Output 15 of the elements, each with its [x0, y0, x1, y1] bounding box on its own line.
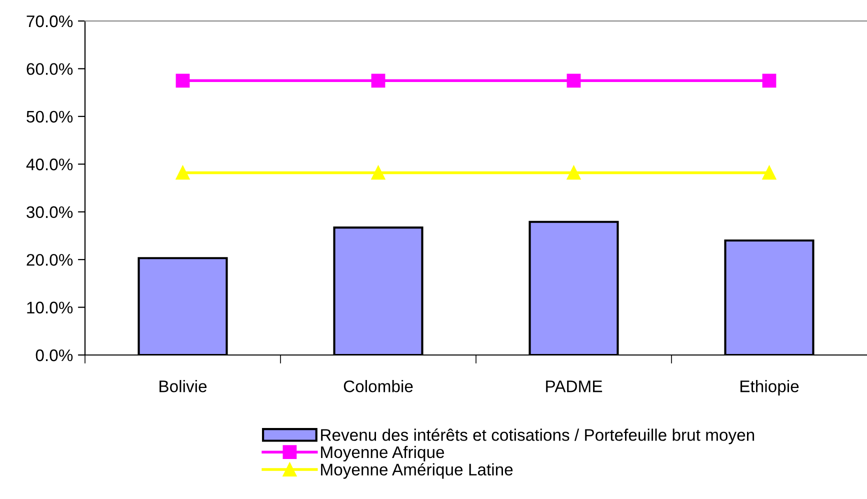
y-tick-label: 60.0% — [26, 63, 73, 75]
legend-label: Moyenne Afrique — [321, 446, 444, 462]
y-tick-label: 70.0% — [26, 15, 73, 28]
x-tick-label: Bolivie — [160, 380, 207, 392]
x-tick-label: Ethiopie — [740, 380, 799, 396]
x-tick-label: Colombie — [344, 380, 413, 392]
y-tick-label: 10.0% — [27, 302, 73, 314]
y-tick-label: 40.0% — [26, 158, 73, 170]
y-tick-label: 0.0% — [36, 349, 73, 362]
legend-label: Revenu des intérêts et cotisations / Portefeuille brut moyen — [321, 428, 754, 444]
y-tick-label: 20.0% — [26, 254, 73, 266]
y-tick-label: 50.0% — [26, 110, 73, 123]
legend-label: Moyenne Amérique Latine — [321, 463, 513, 479]
y-tick-label: 30.0% — [26, 206, 73, 218]
x-tick-label: PADME — [546, 380, 602, 392]
